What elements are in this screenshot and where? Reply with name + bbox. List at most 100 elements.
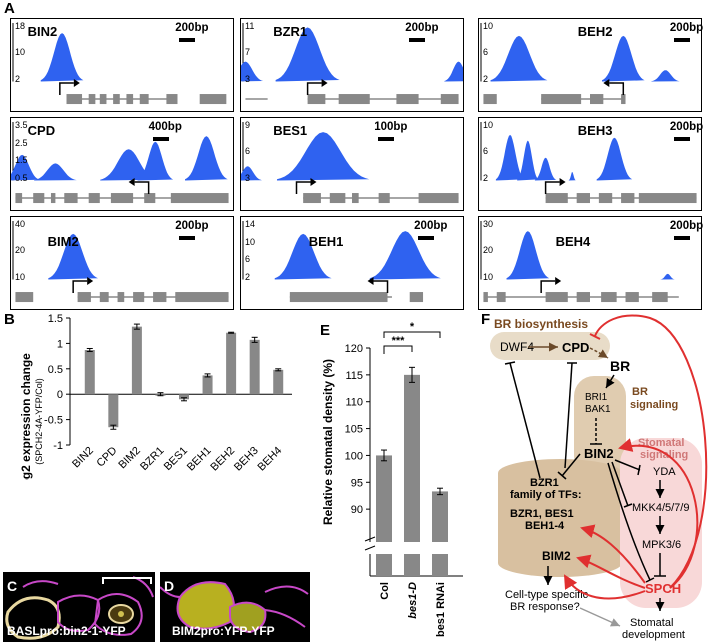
- track-beh2: 10 6 2 BEH2 200bp: [478, 18, 703, 112]
- x-category-label: BZR1: [138, 445, 166, 473]
- spch-activate-bzr1: [563, 574, 646, 600]
- panel-letter-a: A: [4, 0, 15, 17]
- panel-letter-d: D: [164, 578, 175, 594]
- label-beh1-4: BEH1-4: [525, 520, 565, 532]
- track-ytick: 10: [245, 236, 256, 247]
- track-plot-beh1: [242, 221, 441, 303]
- node-mpk: MPK3/6: [642, 539, 681, 551]
- bar: [376, 455, 392, 542]
- peak: [40, 33, 84, 82]
- y-tick-label: 115: [345, 370, 363, 382]
- peak: [48, 233, 98, 280]
- track-cpd: 3.5 2.5 1.5 0.5 CPD 400bp: [10, 117, 234, 211]
- track-ytick: 20: [15, 245, 26, 256]
- exon: [289, 292, 388, 303]
- exon: [352, 193, 359, 204]
- exon: [545, 193, 568, 204]
- exon: [15, 292, 34, 303]
- inhibit-bzr1-cpd: [564, 362, 573, 469]
- chart-expression-change: 1.5 1 0.5 0 -0.5 -1 log2 expression change (SPC…: [19, 313, 292, 480]
- exon: [166, 94, 178, 105]
- y-tick-label: 90: [351, 504, 363, 516]
- tss-arrow-icon: [72, 280, 88, 294]
- exon: [338, 94, 370, 105]
- exon: [541, 94, 582, 105]
- track-ytick: 11: [245, 21, 255, 31]
- peak: [275, 27, 340, 82]
- x-category-label: BEH3: [232, 445, 261, 474]
- track-plot-bim2: [12, 221, 229, 303]
- track-ytick: 20: [483, 245, 494, 256]
- exon: [126, 94, 134, 105]
- track-bzr1: 11 7 3 BZR1 200bp: [240, 18, 464, 112]
- bar: [131, 326, 142, 395]
- peak: [506, 231, 550, 280]
- track-bim2: 40 20 10 BIM2 200bp: [10, 216, 234, 310]
- exon: [440, 94, 459, 105]
- node-bri1: BRI1: [585, 392, 608, 403]
- track-gene-name: BIM2: [47, 233, 79, 249]
- x-category-label: BEH4: [256, 445, 285, 474]
- x-category-label: bes1-D: [407, 582, 419, 619]
- track-ytick: 14: [245, 219, 256, 229]
- track-scale-label: 200bp: [405, 22, 439, 34]
- micrograph-d-label: BIM2pro:YFP-YFP: [172, 624, 275, 638]
- exon: [652, 292, 668, 303]
- x-category-label: BEH1: [185, 445, 214, 474]
- exon: [396, 94, 419, 105]
- bzr1-family-bg: [498, 473, 622, 563]
- track-ytick: 2.5: [15, 137, 28, 148]
- track-gene-name: BEH3: [577, 122, 613, 138]
- track-ytick: 10: [483, 120, 494, 130]
- track-scale-bar: [673, 137, 690, 141]
- exon: [576, 292, 590, 303]
- node-cpd: CPD: [562, 340, 589, 355]
- exon: [139, 94, 149, 105]
- exon: [598, 193, 613, 204]
- track-plot-bes1: [241, 122, 459, 204]
- track-beh1: 14 10 6 2 BEH1 200bp: [240, 216, 464, 310]
- label-stomatal-dev-2: development: [622, 629, 685, 641]
- panel-letter-f: F: [481, 311, 491, 328]
- tss-arrow-icon: [609, 82, 625, 96]
- y-tick-label: 1: [57, 338, 63, 350]
- x-category-label: CPD: [95, 445, 120, 470]
- bar-lower: [376, 554, 392, 576]
- track-plot-bin2: [12, 23, 227, 105]
- track-gene-name: CPD: [27, 122, 56, 138]
- exon: [110, 193, 134, 204]
- track-ytick: 6: [483, 47, 489, 58]
- chart-stomatal-density: 120 115 110 105 100 95 90 Relative stomatal den…: [321, 321, 463, 637]
- br-signaling-bg: [574, 376, 626, 476]
- track-plot-bzr1: [241, 23, 463, 105]
- panel-letter-b: B: [4, 311, 15, 328]
- exon: [50, 193, 56, 204]
- label-celltype-2: BR response?: [510, 601, 580, 613]
- label-bzr1: BZR1: [530, 477, 559, 489]
- label-stomatal-signaling-2: signaling: [640, 449, 688, 461]
- micrograph-c: C BASLpro:bin2-1-YFP: [3, 572, 155, 642]
- axis-break: [364, 536, 376, 542]
- x-category-label: BES1: [162, 445, 190, 473]
- exon: [409, 292, 424, 303]
- track-bin2: 18 10 2 BIN2 200bp: [10, 18, 234, 112]
- exon: [590, 94, 604, 105]
- track-beh3: 10 6 2 BEH3 200bp: [478, 117, 703, 211]
- track-scale-label: 100bp: [374, 121, 408, 133]
- track-ytick: 1.5: [15, 155, 28, 166]
- tss-arrow-icon: [544, 181, 560, 195]
- track-gene-name: BEH2: [577, 23, 613, 39]
- peak: [137, 141, 174, 181]
- track-ytick: 7: [245, 47, 251, 58]
- exon: [199, 94, 227, 105]
- track-ytick: 10: [15, 271, 26, 282]
- y-tick-label: 105: [345, 424, 363, 436]
- exon: [576, 193, 590, 204]
- track-scale-bar: [418, 236, 435, 240]
- track-scale-bar: [409, 38, 426, 42]
- track-ytick: 2: [245, 271, 251, 282]
- label-br-signaling-2: signaling: [630, 399, 678, 411]
- track-scale-bar: [673, 236, 690, 240]
- exon: [601, 292, 617, 303]
- track-scale-bar: [152, 137, 169, 141]
